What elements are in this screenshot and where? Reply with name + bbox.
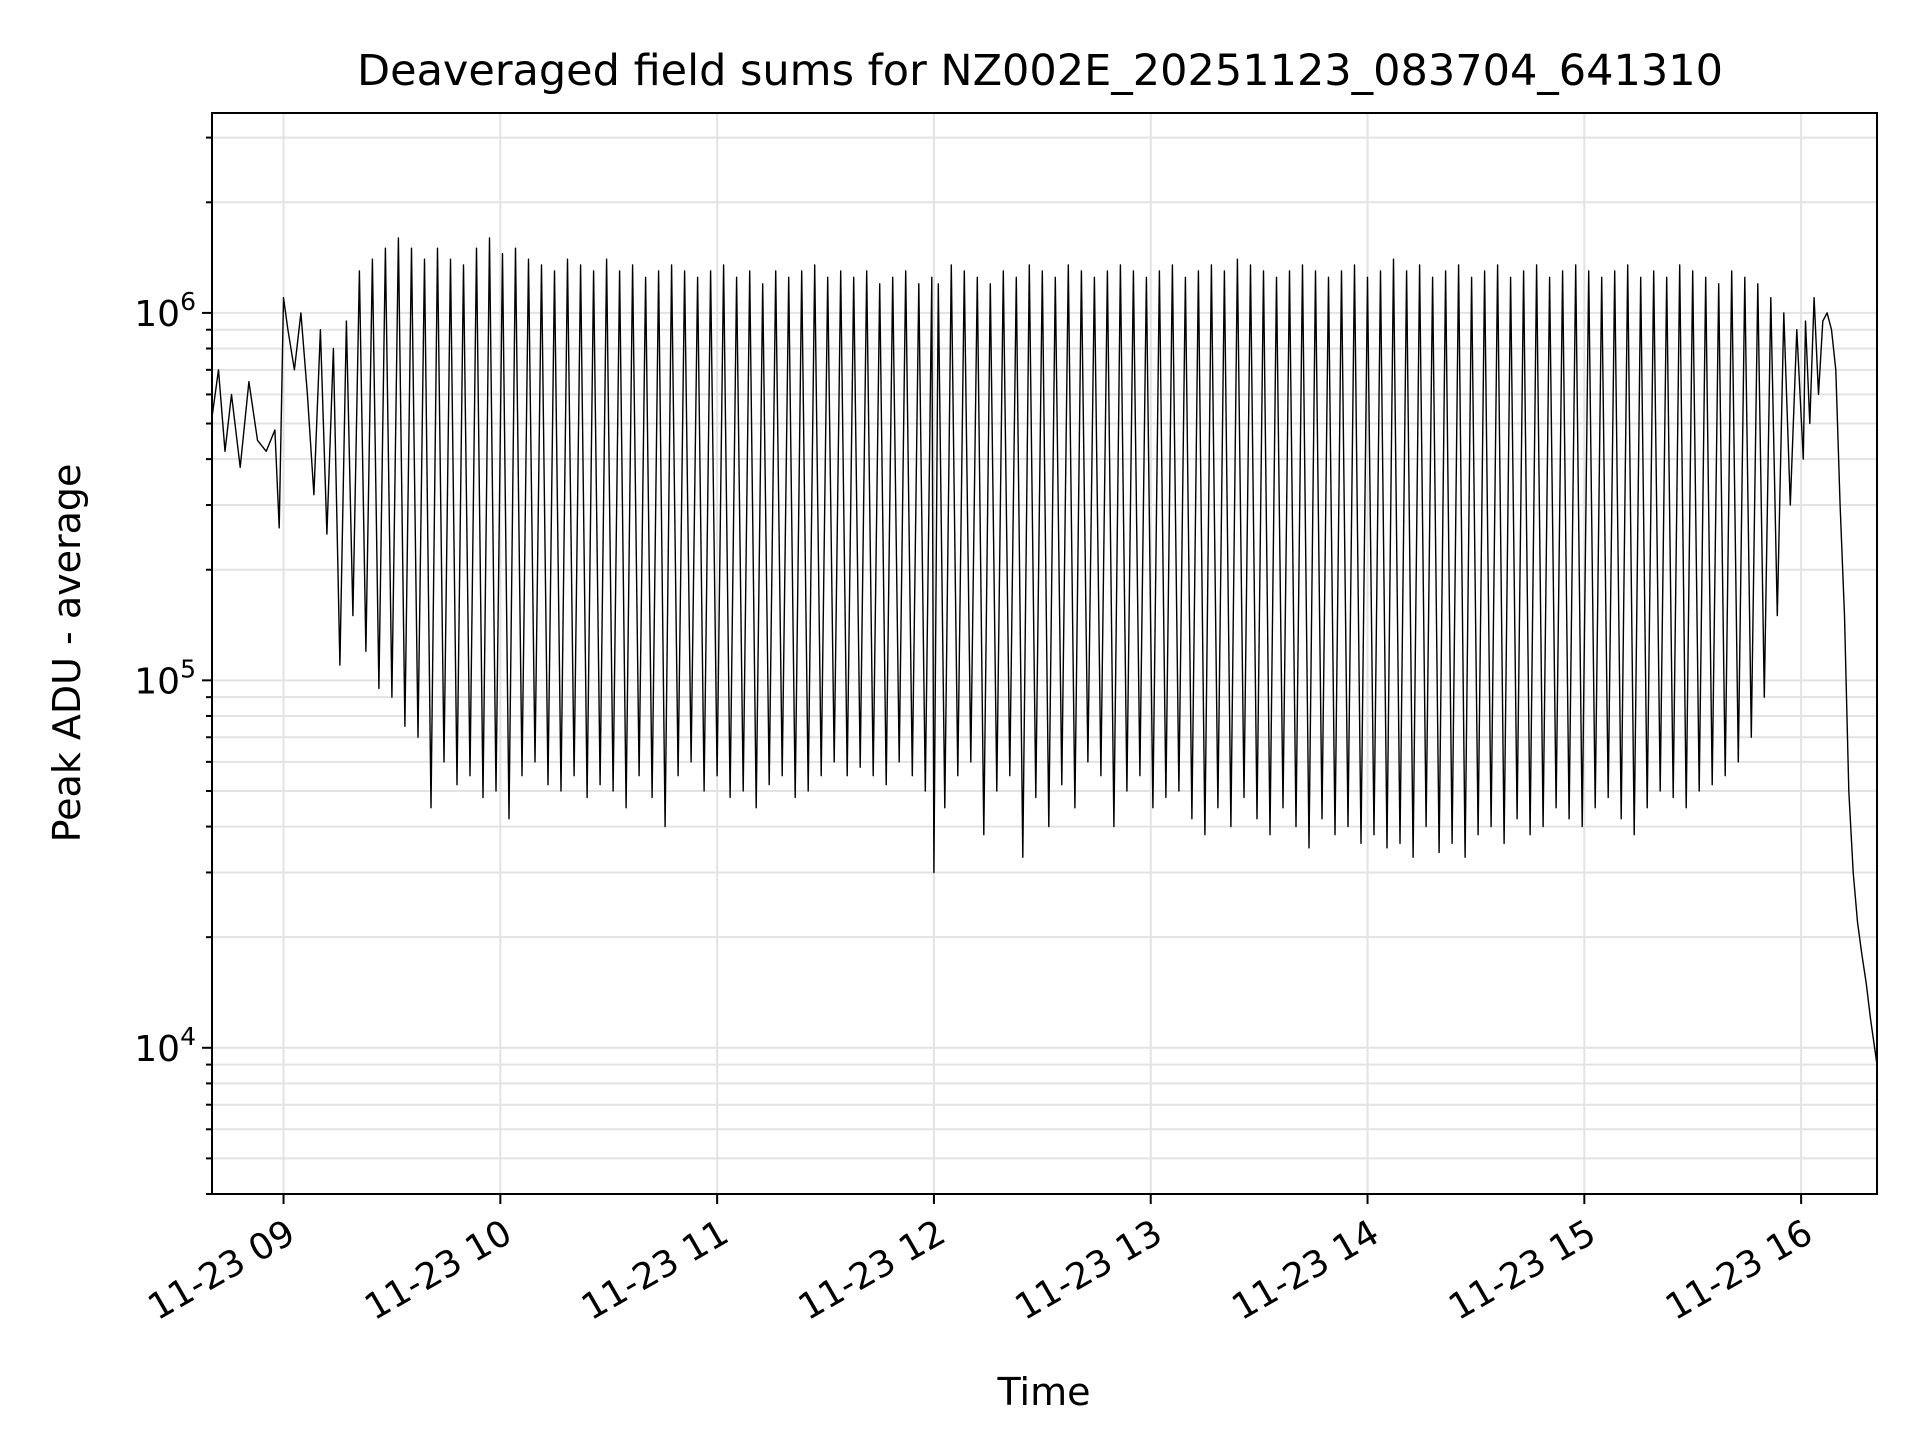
x-tick-label: 11-23 12 xyxy=(792,1212,953,1328)
x-tick-label: 11-23 10 xyxy=(358,1212,519,1328)
y-tick-label: 105 xyxy=(134,654,196,702)
chart-title: Deaveraged field sums for NZ002E_2025112… xyxy=(357,46,1723,96)
x-tick-label: 11-23 14 xyxy=(1225,1212,1386,1328)
y-tick-label: 104 xyxy=(134,1022,196,1070)
x-tick-label: 11-23 15 xyxy=(1442,1212,1603,1328)
x-tick-label: 11-23 11 xyxy=(575,1212,736,1328)
x-tick-label: 11-23 13 xyxy=(1009,1212,1170,1328)
x-tick-label: 11-23 16 xyxy=(1659,1212,1820,1328)
y-tick-label: 106 xyxy=(134,287,196,335)
x-tick-label: 11-23 09 xyxy=(141,1212,302,1328)
series-layer xyxy=(211,237,1878,1065)
x-axis-label: Time xyxy=(997,1370,1091,1414)
plot-frame xyxy=(211,112,1878,1195)
series-line xyxy=(211,237,1878,1065)
y-axis-label: Peak ADU - average xyxy=(45,464,89,843)
